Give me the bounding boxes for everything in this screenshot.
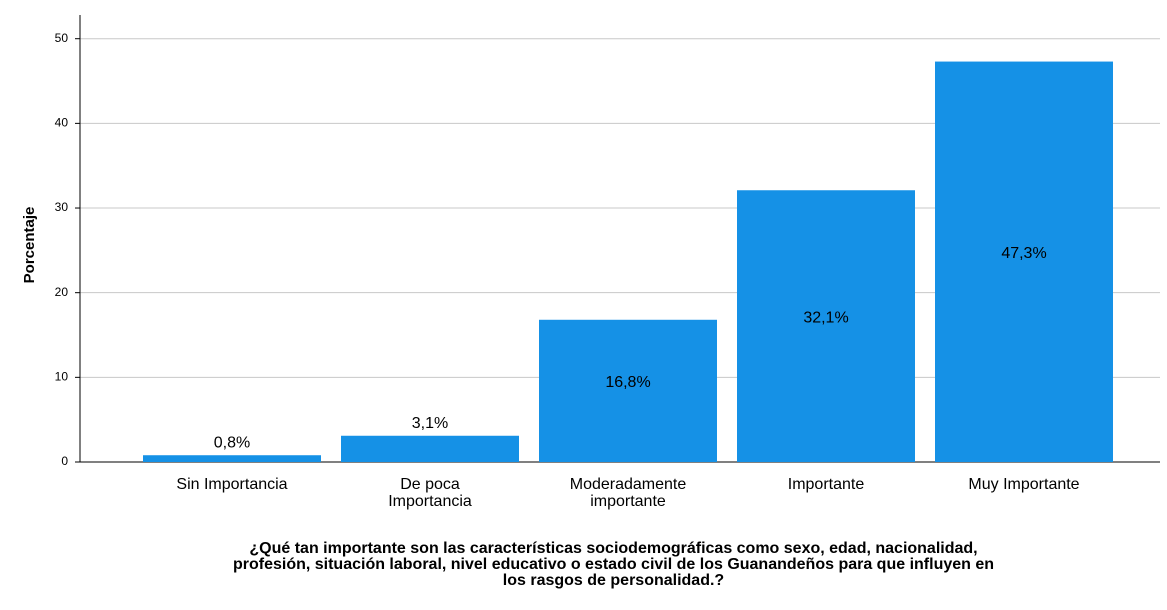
bar <box>737 190 915 462</box>
x-tick-label: Muy Importante <box>968 476 1080 493</box>
y-tick-label: 50 <box>55 31 69 45</box>
x-tick-label-box: Sin Importancia <box>176 476 288 493</box>
bar <box>341 435 519 462</box>
value-label: 0,8% <box>214 434 250 451</box>
x-tick-label-box: Importante <box>787 476 865 493</box>
bar <box>539 319 717 462</box>
bar <box>935 61 1113 462</box>
value-label: 3,1% <box>412 415 448 432</box>
bar <box>143 455 321 462</box>
value-label: 32,1% <box>803 309 848 326</box>
x-tick-label-box: Moderadamente importante <box>569 476 687 510</box>
y-tick-label: 30 <box>55 200 69 214</box>
value-label: 16,8% <box>605 374 650 391</box>
y-tick-label: 40 <box>55 116 69 130</box>
y-tick-label: 0 <box>61 454 68 468</box>
value-label: 47,3% <box>1001 245 1046 262</box>
y-tick-label: 10 <box>55 370 69 384</box>
y-axis-label: Porcentaje <box>21 207 38 284</box>
x-tick-label: Importante <box>787 476 865 493</box>
x-tick-label-box: De poca Importancia <box>388 476 472 510</box>
x-tick-label-box: Muy Importante <box>968 476 1080 493</box>
x-tick-label: De poca Importancia <box>388 476 472 510</box>
x-axis-label-box: ¿Qué tan importante son las característi… <box>232 541 995 589</box>
x-tick-label: Moderadamente importante <box>569 476 687 510</box>
x-tick-label: Sin Importancia <box>176 476 288 493</box>
y-tick-label: 20 <box>55 285 69 299</box>
x-axis-label: ¿Qué tan importante son las característi… <box>232 541 995 589</box>
